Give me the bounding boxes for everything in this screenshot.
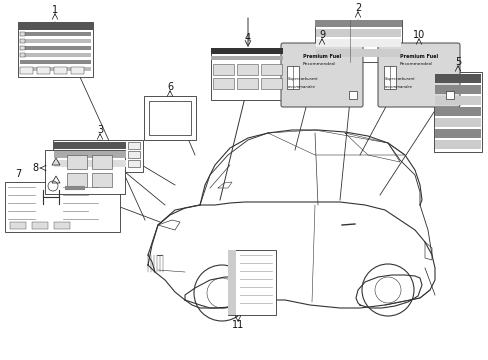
- Bar: [286, 66, 298, 89]
- Bar: [54, 151, 126, 158]
- Bar: [227, 250, 236, 315]
- Bar: [92, 173, 112, 187]
- Bar: [67, 155, 87, 169]
- Bar: [54, 160, 126, 167]
- Bar: [213, 64, 234, 75]
- Bar: [445, 91, 453, 99]
- Text: Supercarburant: Supercarburant: [287, 77, 318, 81]
- Bar: [20, 53, 25, 57]
- Text: 7: 7: [15, 169, 21, 179]
- Bar: [261, 64, 282, 75]
- Bar: [20, 32, 91, 36]
- Bar: [314, 20, 401, 27]
- Bar: [10, 222, 26, 229]
- Bar: [210, 56, 283, 60]
- Bar: [20, 53, 91, 57]
- Bar: [383, 66, 395, 89]
- Text: 3: 3: [97, 125, 103, 135]
- FancyBboxPatch shape: [377, 43, 459, 107]
- Bar: [434, 107, 480, 116]
- Text: 6: 6: [166, 82, 173, 92]
- Bar: [54, 222, 70, 229]
- Text: Premium Fuel: Premium Fuel: [303, 54, 341, 59]
- Bar: [128, 142, 140, 149]
- Bar: [315, 29, 400, 37]
- Bar: [237, 64, 258, 75]
- Bar: [54, 67, 67, 74]
- Bar: [237, 78, 258, 89]
- Bar: [32, 222, 48, 229]
- Bar: [20, 46, 25, 50]
- Bar: [71, 67, 84, 74]
- Bar: [20, 39, 25, 43]
- Bar: [45, 150, 125, 194]
- Bar: [434, 129, 480, 138]
- Bar: [20, 46, 91, 50]
- Bar: [143, 96, 196, 140]
- Bar: [434, 85, 480, 94]
- Text: 11: 11: [231, 320, 244, 330]
- Text: recommandee: recommandee: [287, 85, 315, 89]
- Bar: [67, 173, 87, 187]
- Text: 8: 8: [32, 163, 38, 173]
- Bar: [149, 101, 191, 135]
- Text: 2: 2: [354, 3, 360, 13]
- Bar: [210, 48, 283, 100]
- Text: 10: 10: [412, 30, 424, 40]
- Text: recommandee: recommandee: [384, 85, 412, 89]
- Text: 5: 5: [454, 57, 460, 67]
- Bar: [37, 67, 50, 74]
- Bar: [92, 155, 112, 169]
- Bar: [20, 67, 91, 71]
- Bar: [18, 22, 93, 77]
- Bar: [54, 142, 126, 149]
- Text: 4: 4: [244, 33, 250, 43]
- Text: Recommended: Recommended: [399, 62, 432, 66]
- Bar: [20, 60, 91, 64]
- Bar: [20, 67, 33, 74]
- Bar: [53, 140, 142, 172]
- Bar: [434, 96, 480, 105]
- Bar: [433, 72, 481, 152]
- Bar: [213, 78, 234, 89]
- Bar: [315, 39, 400, 47]
- Bar: [227, 250, 275, 315]
- Bar: [315, 49, 400, 57]
- Bar: [5, 182, 120, 232]
- Bar: [128, 151, 140, 158]
- FancyBboxPatch shape: [281, 43, 362, 107]
- Bar: [314, 20, 401, 62]
- Bar: [20, 39, 91, 43]
- Text: Supercarburant: Supercarburant: [384, 77, 415, 81]
- Text: Recommended: Recommended: [303, 62, 335, 66]
- Bar: [20, 32, 25, 36]
- Bar: [434, 118, 480, 127]
- Bar: [210, 48, 283, 54]
- Bar: [348, 91, 356, 99]
- Text: 1: 1: [52, 5, 58, 15]
- Text: 9: 9: [318, 30, 325, 40]
- Text: Premium Fuel: Premium Fuel: [399, 54, 437, 59]
- Bar: [18, 22, 93, 30]
- Bar: [434, 140, 480, 149]
- Bar: [128, 160, 140, 167]
- Bar: [434, 74, 480, 83]
- Bar: [261, 78, 282, 89]
